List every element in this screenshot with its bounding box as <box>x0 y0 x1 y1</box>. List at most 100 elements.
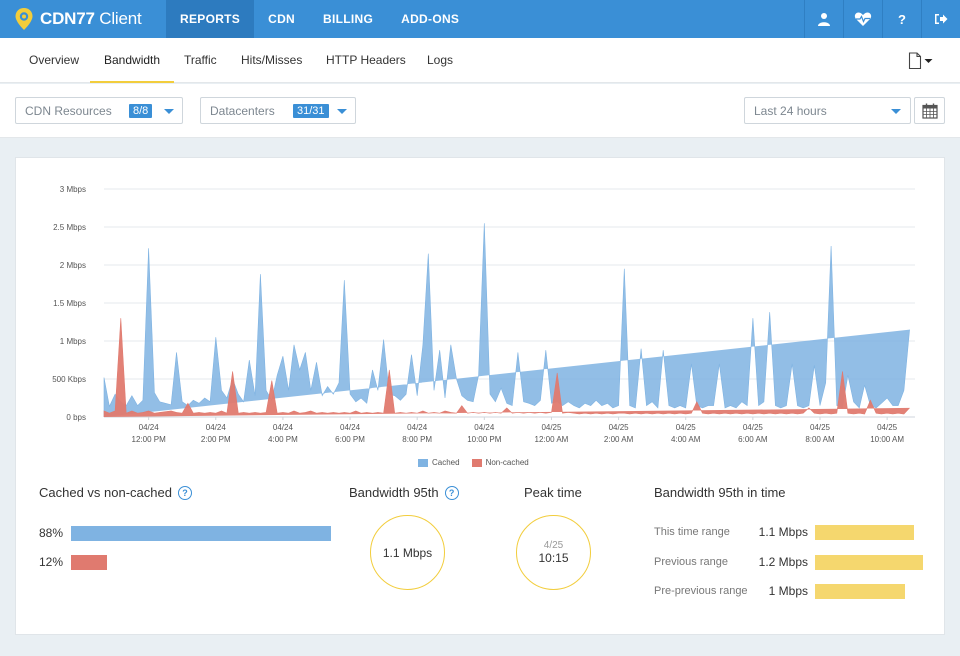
x-tick-date: 04/25 <box>877 423 898 432</box>
y-tick-label: 2.5 Mbps <box>53 223 86 232</box>
chart-legend: Cached Non-cached <box>418 458 541 467</box>
user-icon[interactable] <box>804 0 843 38</box>
tab-http-headers[interactable]: HTTP Headers <box>326 53 406 67</box>
bw95-in-time-title: Bandwidth 95th in time <box>654 485 786 500</box>
noncached-bar <box>71 555 107 570</box>
help-icon[interactable]: ? <box>444 486 459 500</box>
tab-bandwidth[interactable]: Bandwidth <box>89 38 175 83</box>
y-tick-label: 3 Mbps <box>60 185 86 194</box>
nav-billing[interactable]: BILLING <box>323 12 374 26</box>
noncached-percent: 12% <box>39 555 64 569</box>
main-nav: REPORTS CDN BILLING ADD-ONS <box>166 0 473 38</box>
help-icon[interactable]: ? <box>177 486 192 500</box>
legend-noncached[interactable]: Non-cached <box>471 458 529 467</box>
nav-cdn[interactable]: CDN <box>268 12 296 26</box>
y-tick-label: 500 Kbps <box>52 375 86 384</box>
y-tick-label: 1.5 Mbps <box>53 299 86 308</box>
chevron-down-icon <box>164 109 174 114</box>
bandwidth-card: 0 bps 500 Kbps 1 Mbps 1.5 Mbps 2 Mbps 2.5 Mbp… <box>15 157 945 635</box>
tab-overview[interactable]: Overview <box>29 53 80 67</box>
tab-hits-misses[interactable]: Hits/Misses <box>241 53 303 67</box>
x-tick-date: 04/25 <box>541 423 562 432</box>
range-value-pre-previous: 1 Mbps <box>768 584 808 598</box>
cached-swatch <box>418 458 428 467</box>
datacenters-select[interactable]: Datacenters 31/31 <box>200 97 356 124</box>
x-tick-date: 04/25 <box>676 423 697 432</box>
range-value-previous: 1.2 Mbps <box>758 555 808 569</box>
x-tick-time: 8:00 AM <box>805 435 835 444</box>
x-tick-time: 12:00 AM <box>535 435 569 444</box>
range-value-current: 1.1 Mbps <box>758 525 808 539</box>
range-label-previous: Previous range <box>654 556 728 568</box>
datacenters-label: Datacenters <box>210 104 275 118</box>
chevron-down-icon <box>337 109 347 114</box>
logout-icon[interactable] <box>921 0 960 38</box>
x-tick-time: 4:00 AM <box>671 435 701 444</box>
top-icons: ? <box>804 0 960 38</box>
nav-add-ons[interactable]: ADD-ONS <box>401 12 460 26</box>
x-tick-date: 04/25 <box>810 423 831 432</box>
cdn-resources-select[interactable]: CDN Resources 8/8 <box>15 97 183 124</box>
x-tick-date: 04/24 <box>206 423 227 432</box>
x-tick-date: 04/24 <box>340 423 361 432</box>
time-range-label: Last 24 hours <box>754 104 827 118</box>
range-label-current: This time range <box>654 526 730 538</box>
calendar-button[interactable] <box>914 97 945 124</box>
logo[interactable]: CDN77 Client <box>14 6 142 32</box>
range-label-pre-previous: Pre-previous range <box>654 585 748 597</box>
x-tick-time: 4:00 PM <box>268 435 298 444</box>
tab-traffic[interactable]: Traffic <box>184 53 217 67</box>
peak-time-circle: 4/25 10:15 <box>516 515 591 590</box>
filter-bar: CDN Resources 8/8 Datacenters 31/31 Last… <box>0 84 960 138</box>
x-tick-time: 6:00 AM <box>738 435 768 444</box>
legend-cached-label: Cached <box>432 458 460 467</box>
series-area-non-cached <box>103 318 910 417</box>
x-tick-date: 04/24 <box>139 423 160 432</box>
x-tick-time: 8:00 PM <box>402 435 432 444</box>
cached-title-text: Cached vs non-cached <box>39 485 172 500</box>
x-tick-date: 04/25 <box>609 423 630 432</box>
peak-time-value: 10:15 <box>538 551 569 565</box>
cached-vs-noncached-title: Cached vs non-cached? <box>39 485 192 500</box>
cached-percent: 88% <box>39 526 64 540</box>
cdn-resources-count: 8/8 <box>129 104 153 118</box>
cdn-resources-label: CDN Resources <box>25 104 112 118</box>
x-tick-date: 04/25 <box>743 423 764 432</box>
range-bar-pre-previous <box>815 584 905 599</box>
x-tick-time: 6:00 PM <box>335 435 365 444</box>
bandwidth-95th-title: Bandwidth 95th? <box>349 485 459 500</box>
datacenters-count: 31/31 <box>293 104 329 118</box>
top-bar: CDN77 Client REPORTS CDN BILLING ADD-ONS… <box>0 0 960 38</box>
report-tabs: Overview Bandwidth Traffic Hits/Misses H… <box>0 38 960 83</box>
time-range-select[interactable]: Last 24 hours <box>744 97 911 124</box>
export-button[interactable] <box>908 52 936 70</box>
range-bar-previous <box>815 555 923 570</box>
cached-bar <box>71 526 331 541</box>
bandwidth-95th-circle: 1.1 Mbps <box>370 515 445 590</box>
y-tick-label: 2 Mbps <box>60 261 86 270</box>
peak-date: 4/25 <box>543 540 564 551</box>
peak-time-title: Peak time <box>524 485 582 500</box>
help-icon[interactable]: ? <box>882 0 921 38</box>
location-pin-icon <box>15 8 33 30</box>
legend-cached[interactable]: Cached <box>418 458 460 467</box>
x-tick-time: 2:00 AM <box>604 435 634 444</box>
x-tick-date: 04/24 <box>273 423 294 432</box>
x-tick-time: 10:00 AM <box>870 435 904 444</box>
tab-logs[interactable]: Logs <box>427 53 454 67</box>
x-tick-time: 2:00 PM <box>201 435 231 444</box>
noncached-swatch <box>471 458 482 467</box>
bw95-title-text: Bandwidth 95th <box>349 485 439 500</box>
health-icon[interactable] <box>843 0 882 38</box>
chevron-down-icon <box>891 109 901 114</box>
nav-reports[interactable]: REPORTS <box>166 0 255 38</box>
range-bar-current <box>815 525 914 540</box>
y-tick-label: 1 Mbps <box>60 337 86 346</box>
legend-noncached-label: Non-cached <box>485 458 529 467</box>
x-tick-time: 10:00 PM <box>467 435 502 444</box>
document-icon <box>908 52 933 70</box>
x-tick-time: 12:00 PM <box>132 435 167 444</box>
brand-name: CDN77 Client <box>40 9 142 28</box>
x-tick-date: 04/24 <box>407 423 428 432</box>
bandwidth-chart: 0 bps 500 Kbps 1 Mbps 1.5 Mbps 2 Mbps 2.5 Mbp… <box>52 185 915 444</box>
